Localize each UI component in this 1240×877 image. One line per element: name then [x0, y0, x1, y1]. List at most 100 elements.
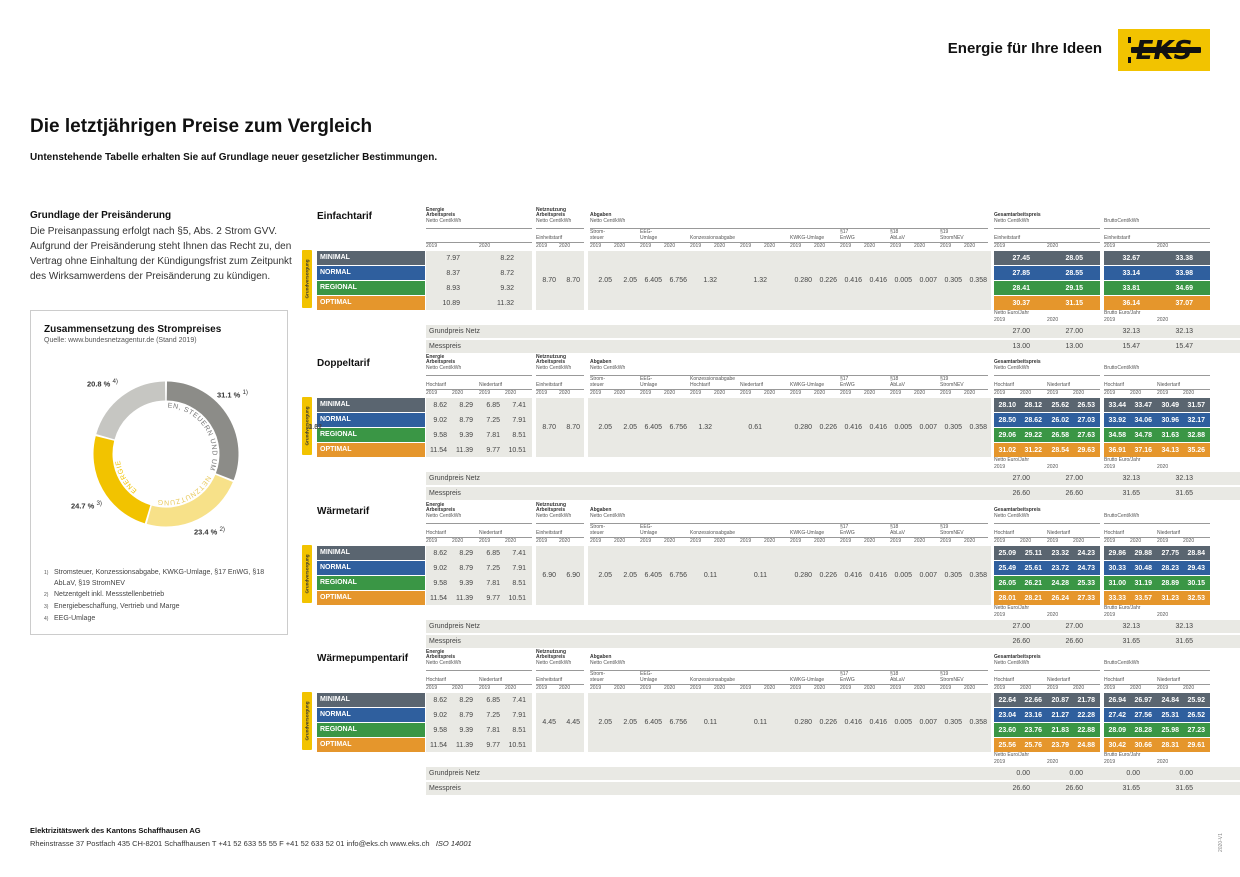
netz-value: 4.45 [542, 719, 556, 726]
energy-value: 8.72 [500, 270, 514, 277]
netto-total-bar [994, 693, 1100, 707]
abgaben-value: 0.416 [869, 719, 887, 726]
abgaben-value: 0.305 [944, 277, 962, 284]
grundpreis-value: 32.13 [1122, 475, 1140, 482]
header-arbeitspreis: Arbeitspreis [426, 212, 456, 218]
brutto-total: 26.94 [1108, 697, 1126, 704]
composition-donut-chart: ABGABEN, STEUERN UND UMLAGENNETZNUTZUNGE… [81, 369, 239, 527]
tariff-row-label: OPTIMAL [317, 443, 425, 457]
grundpreis-value: 32.13 [1175, 475, 1193, 482]
grundpreis-value: 27.00 [1012, 623, 1030, 630]
year-label: 2019 [536, 390, 548, 396]
brutto-total-bar [1104, 561, 1210, 575]
year-label: 2020 [814, 390, 826, 396]
grundpreis-value: 0.00 [1016, 770, 1030, 777]
sub-rule [590, 684, 988, 685]
brutto-total: 30.15 [1187, 580, 1205, 587]
composition-box: Zusammensetzung des Strompreises Quelle:… [30, 310, 288, 635]
energy-value: 8.79 [459, 712, 473, 719]
brutto-total: 34.58 [1108, 432, 1126, 439]
netto-total: 25.11 [1024, 550, 1042, 557]
year-label: 2020 [1157, 612, 1169, 618]
header-abgaben: Abgaben [590, 507, 612, 513]
year-label: 2020 [614, 390, 626, 396]
messpreis-value: 26.60 [1065, 785, 1083, 792]
energy-value: 7.25 [486, 417, 500, 424]
tariff-row-label: OPTIMAL [317, 591, 425, 605]
year-label: 2020 [1073, 538, 1085, 544]
year-label: 2020 [452, 538, 464, 544]
header-netznutzung: Netznutzung [536, 502, 566, 508]
messpreis-value: 31.65 [1175, 490, 1193, 497]
netto-total: 28.12 [1024, 402, 1042, 409]
footnote-number: 1) [44, 570, 49, 576]
netto-total: 26.53 [1077, 402, 1095, 409]
energy-value: 11.39 [456, 447, 473, 454]
footnote-text: Energiebeschaffung, Vertrieb und Marge [54, 603, 180, 610]
tariff-row-label: REGIONAL [317, 281, 425, 295]
brutto-total: 33.92 [1108, 417, 1126, 424]
netto-total-bar [994, 591, 1100, 605]
abgaben-value: 6.756 [669, 719, 687, 726]
year-label: 2019 [536, 685, 548, 691]
brutto-total: 31.63 [1161, 432, 1179, 439]
brutto-total-bar [1104, 693, 1210, 707]
year-label: 2019 [479, 390, 491, 396]
grundversorgung-label: Grundversorgung [304, 554, 310, 594]
pct-label-eeg: 20.8 % 4) [87, 378, 119, 389]
abgaben-value: 2.05 [598, 572, 612, 579]
netto-total: 23.79 [1051, 742, 1069, 749]
abgaben-value: 2.05 [598, 277, 612, 284]
grundpreis-unit-brutto: Brutto Euro/Jahr [1104, 457, 1141, 463]
energy-value: 7.25 [486, 712, 500, 719]
abgaben-value: 0.280 [794, 277, 812, 284]
year-label: 2020 [505, 685, 517, 691]
header-netz-netto-ct: Netto Cent/kWh [536, 513, 572, 519]
messpreis-value: 26.60 [1065, 638, 1083, 645]
energy-value: 9.32 [500, 285, 514, 292]
messpreis-brutto-box [1104, 782, 1210, 795]
year-label: 2020 [1047, 317, 1059, 323]
footer-iso: ISO 14001 [435, 839, 472, 848]
composition-footnotes: 1) Stromsteuer, Konzessionsabgabe, KWKG-U… [44, 567, 279, 625]
netto-total: 23.72 [1051, 565, 1069, 572]
header-rule [536, 670, 584, 671]
abgaben-value: 0.226 [819, 572, 837, 579]
header-netznutzung: Netznutzung [536, 207, 566, 213]
year-label: 2020 [964, 243, 976, 249]
header-abgaben: Abgaben [590, 654, 612, 660]
page-subtitle: Untenstehende Tabelle erhalten Sie auf G… [30, 152, 438, 163]
netto-total: 28.50 [998, 417, 1016, 424]
page-title: Die letztjährigen Preise zum Vergleich [30, 116, 373, 137]
abgaben-value: 0.007 [919, 572, 937, 579]
tariff-row-label: REGIONAL [317, 723, 425, 737]
sub-hochtarif: Hochtarif [426, 530, 447, 536]
sub-p17: §17 EnWG [840, 229, 855, 241]
netto-total: 29.06 [998, 432, 1016, 439]
netto-total: 25.76 [1024, 742, 1042, 749]
grundpreis-value: 27.00 [1065, 328, 1083, 335]
sub-rule [426, 684, 532, 685]
year-label: 2019 [940, 538, 952, 544]
abgaben-value: 0.416 [869, 277, 887, 284]
abgaben-value: 0.358 [969, 277, 987, 284]
brutto-total: 34.69 [1175, 285, 1193, 292]
year-label: 2019 [1157, 538, 1169, 544]
year-label: 2020 [764, 243, 776, 249]
energy-value: 8.79 [459, 565, 473, 572]
header-netz-netto-ct: Netto Cent/kWh [536, 365, 572, 371]
sub-stromsteuer: Strom- steuer [590, 376, 605, 388]
netto-total: 26.05 [998, 580, 1016, 587]
messpreis-brutto-box [1104, 635, 1210, 648]
sub-p17: §17 EnWG [840, 376, 855, 388]
year-label: 2019 [740, 390, 752, 396]
header-rule [1104, 670, 1210, 671]
header-rule [590, 523, 988, 524]
abgaben-area [588, 398, 991, 457]
energy-value: 9.58 [433, 580, 447, 587]
header-arbeitspreis: Arbeitspreis [426, 654, 456, 660]
header-gesamt-netto-ct: Netto Cent/kWh [994, 513, 1030, 519]
tariff-name: Einfachtarif [317, 211, 373, 222]
energy-value: 9.77 [486, 742, 500, 749]
netto-total: 21.83 [1051, 727, 1069, 734]
